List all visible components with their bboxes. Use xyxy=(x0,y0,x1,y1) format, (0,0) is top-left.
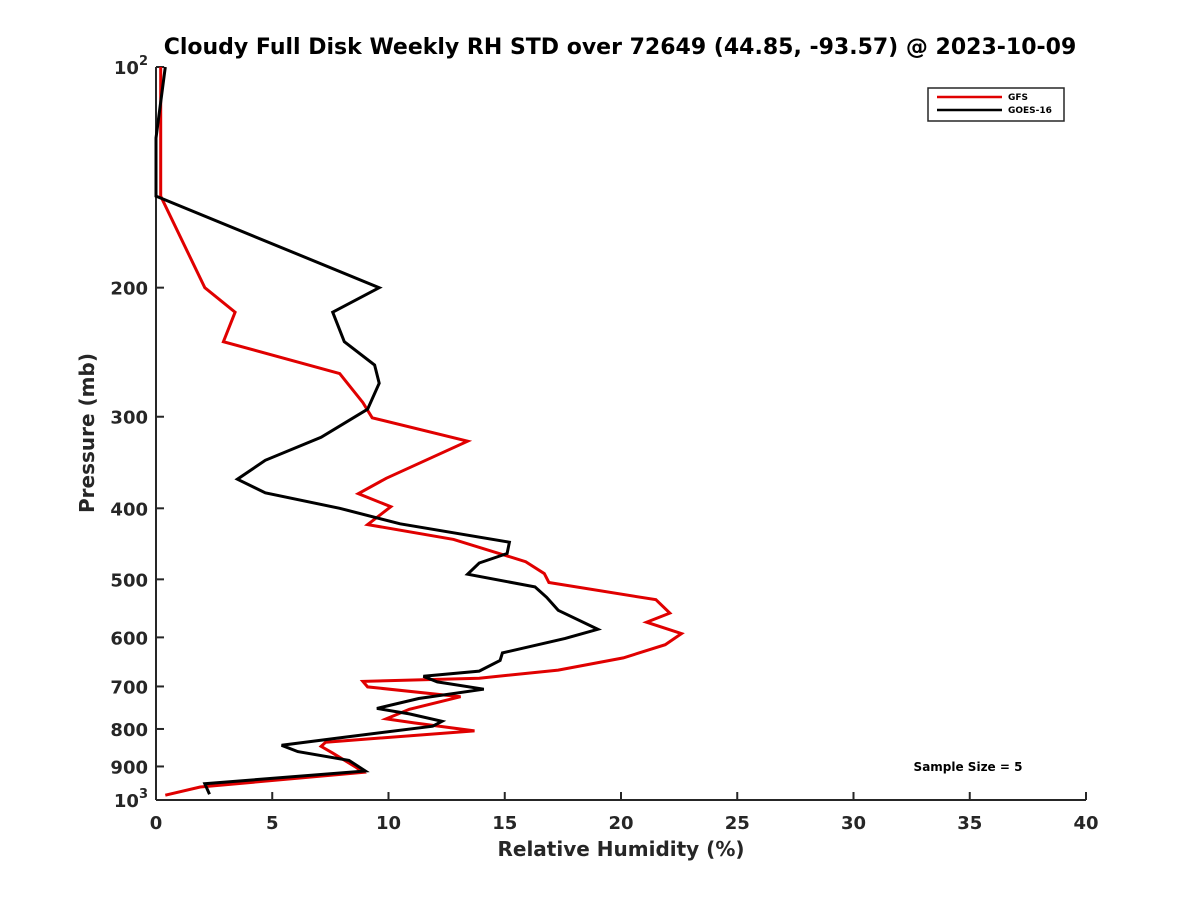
x-tick-label: 15 xyxy=(492,813,517,834)
x-tick-label: 5 xyxy=(266,813,279,834)
y-tick-label: 800 xyxy=(110,720,148,741)
legend: GFS GOES-16 xyxy=(927,87,1065,122)
y-axis-ticks: 102 200 300 400 500 600 700 800 900 103 xyxy=(110,54,164,812)
y-tick-label: 400 xyxy=(110,499,148,520)
x-tick-label: 25 xyxy=(725,813,750,834)
y-tick-label: 500 xyxy=(110,570,148,591)
x-tick-label: 20 xyxy=(608,813,633,834)
y-tick-label: 900 xyxy=(110,757,148,778)
y-tick-label: 600 xyxy=(110,628,148,649)
x-tick-label: 40 xyxy=(1073,813,1098,834)
series-lines xyxy=(154,66,685,797)
series-line-gfs xyxy=(159,67,685,797)
x-tick-label: 30 xyxy=(841,813,866,834)
x-axis-ticks: 0 5 10 15 20 25 30 35 40 xyxy=(150,792,1099,834)
series-line-goes16 xyxy=(154,66,603,795)
plot-area xyxy=(155,67,1086,801)
x-axis-label: Relative Humidity (%) xyxy=(497,837,744,861)
y-tick-label: 700 xyxy=(110,677,148,698)
chart-title: Cloudy Full Disk Weekly RH STD over 7264… xyxy=(164,35,1077,60)
legend-label-gfs: GFS xyxy=(1008,93,1028,103)
y-tick-label: 200 xyxy=(110,279,148,300)
x-tick-label: 35 xyxy=(957,813,982,834)
y-axis-label: Pressure (mb) xyxy=(75,353,99,513)
sample-size-annotation: Sample Size = 5 xyxy=(914,760,1023,774)
x-tick-label: 0 xyxy=(150,813,163,834)
legend-box xyxy=(927,87,1065,122)
y-tick-label: 102 xyxy=(114,54,148,79)
y-tick-label: 103 xyxy=(114,787,148,812)
x-tick-label: 10 xyxy=(376,813,401,834)
y-tick-label: 300 xyxy=(110,408,148,429)
legend-label-goes16: GOES-16 xyxy=(1008,106,1052,116)
